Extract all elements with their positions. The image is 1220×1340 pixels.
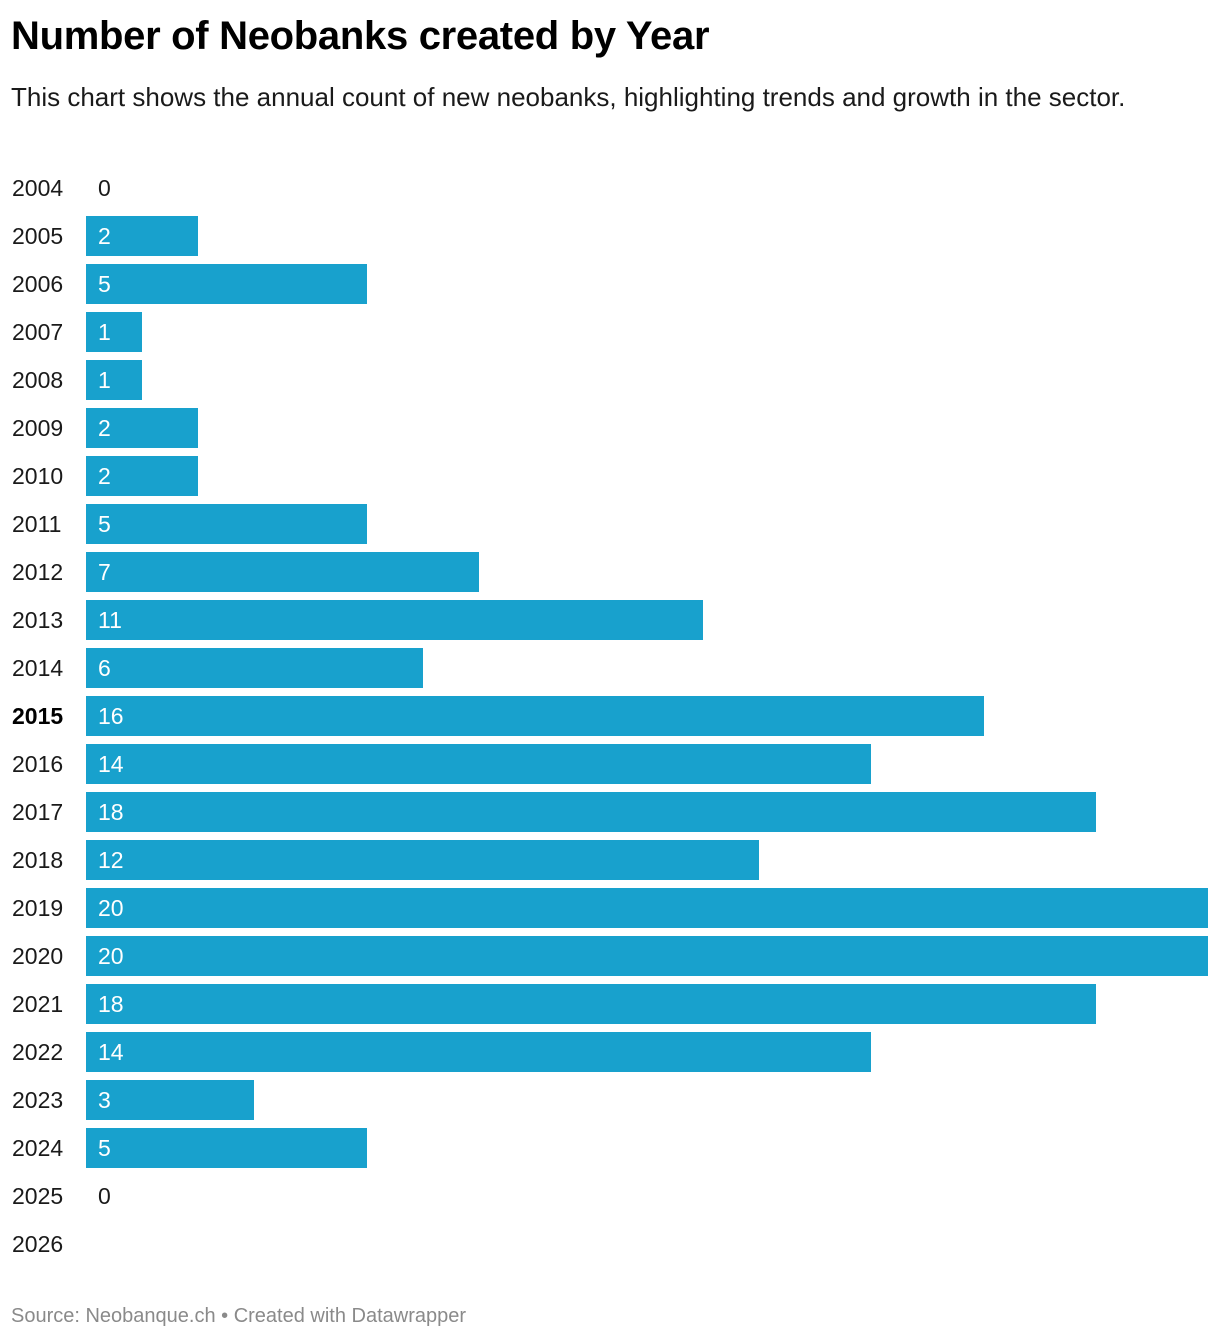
bar-2012 bbox=[86, 552, 479, 592]
value-label-2005: 2 bbox=[98, 223, 111, 249]
bar-2016 bbox=[86, 744, 871, 784]
bar-2014 bbox=[86, 648, 423, 688]
row-label-2020: 2020 bbox=[12, 943, 64, 969]
value-label-2019: 20 bbox=[98, 895, 124, 921]
value-label-2013: 11 bbox=[98, 607, 122, 633]
row-label-2004: 2004 bbox=[12, 175, 64, 201]
row-label-2026: 2026 bbox=[12, 1231, 64, 1257]
value-label-2024: 5 bbox=[98, 1135, 111, 1161]
bar-2009 bbox=[86, 408, 198, 448]
row-label-2011: 2011 bbox=[12, 511, 62, 537]
row-label-2015: 2015 bbox=[12, 703, 64, 729]
bar-2024 bbox=[86, 1128, 367, 1168]
bar-2020 bbox=[86, 936, 1208, 976]
chart-subtitle: This chart shows the annual count of new… bbox=[11, 82, 1126, 112]
row-label-2017: 2017 bbox=[12, 799, 64, 825]
row-label-2016: 2016 bbox=[12, 751, 64, 777]
value-label-2015: 16 bbox=[98, 703, 124, 729]
bar-2017 bbox=[86, 792, 1096, 832]
value-label-2021: 18 bbox=[98, 991, 124, 1017]
value-label-2017: 18 bbox=[98, 799, 124, 825]
row-label-2023: 2023 bbox=[12, 1087, 64, 1113]
value-label-2011: 5 bbox=[98, 511, 111, 537]
value-label-2004: 0 bbox=[98, 175, 111, 201]
bar-2018 bbox=[86, 840, 759, 880]
row-label-2008: 2008 bbox=[12, 367, 64, 393]
bar-2021 bbox=[86, 984, 1096, 1024]
bar-2011 bbox=[86, 504, 367, 544]
row-label-2013: 2013 bbox=[12, 607, 64, 633]
bar-2013 bbox=[86, 600, 703, 640]
row-label-2021: 2021 bbox=[12, 991, 64, 1017]
row-label-2025: 2025 bbox=[12, 1183, 64, 1209]
row-label-2022: 2022 bbox=[12, 1039, 64, 1065]
bar-2019 bbox=[86, 888, 1208, 928]
bar-2007 bbox=[86, 312, 142, 352]
row-label-2010: 2010 bbox=[12, 463, 64, 489]
bar-2005 bbox=[86, 216, 198, 256]
value-label-2020: 20 bbox=[98, 943, 124, 969]
chart-title: Number of Neobanks created by Year bbox=[11, 14, 710, 58]
row-label-2005: 2005 bbox=[12, 223, 64, 249]
value-label-2010: 2 bbox=[98, 463, 111, 489]
row-label-2007: 2007 bbox=[12, 319, 64, 345]
value-label-2008: 1 bbox=[98, 367, 111, 393]
row-label-2009: 2009 bbox=[12, 415, 64, 441]
row-label-2018: 2018 bbox=[12, 847, 64, 873]
value-label-2023: 3 bbox=[98, 1087, 111, 1113]
value-label-2006: 5 bbox=[98, 271, 111, 297]
row-label-2019: 2019 bbox=[12, 895, 64, 921]
value-label-2018: 12 bbox=[98, 847, 124, 873]
bar-2023 bbox=[86, 1080, 254, 1120]
bar-2015 bbox=[86, 696, 984, 736]
value-label-2016: 14 bbox=[98, 751, 124, 777]
bar-2008 bbox=[86, 360, 142, 400]
bar-2010 bbox=[86, 456, 198, 496]
row-label-2024: 2024 bbox=[12, 1135, 64, 1161]
value-label-2012: 7 bbox=[98, 559, 111, 585]
row-label-2012: 2012 bbox=[12, 559, 64, 585]
value-label-2025: 0 bbox=[98, 1183, 111, 1209]
value-label-2014: 6 bbox=[98, 655, 111, 681]
value-label-2009: 2 bbox=[98, 415, 111, 441]
row-label-2014: 2014 bbox=[12, 655, 64, 681]
value-label-2022: 14 bbox=[98, 1039, 124, 1065]
source-footer: Source: Neobanque.ch • Created with Data… bbox=[11, 1305, 467, 1327]
value-label-2007: 1 bbox=[98, 319, 111, 345]
bar-2006 bbox=[86, 264, 367, 304]
bar-2022 bbox=[86, 1032, 871, 1072]
row-label-2006: 2006 bbox=[12, 271, 64, 297]
